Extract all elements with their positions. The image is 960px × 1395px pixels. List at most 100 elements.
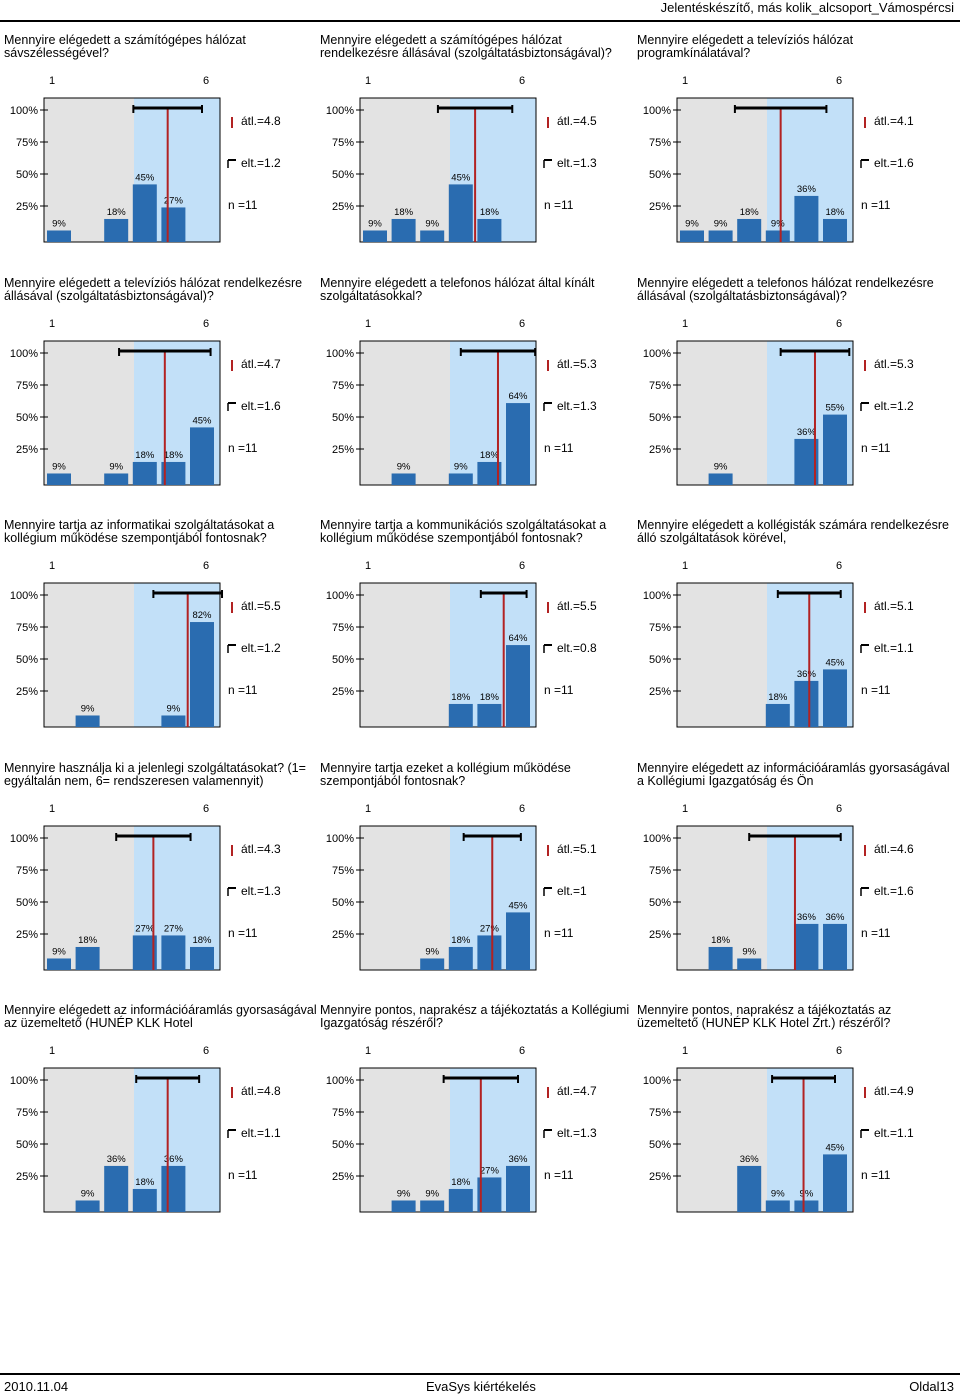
plot-frame	[43, 97, 221, 243]
footer-divider	[0, 1373, 960, 1375]
y-tick-label: 75%	[16, 1107, 38, 1119]
bar-value-label: 18%	[480, 207, 500, 218]
histogram-bar	[391, 473, 416, 485]
y-tick-label: 75%	[649, 380, 671, 392]
bar-value-label: 9%	[52, 461, 66, 472]
y-tick-label: 100%	[10, 105, 38, 117]
bar-value-label: 64%	[508, 391, 528, 402]
chart-block: Mennyire elégedett a televíziós hálózat …	[637, 34, 955, 274]
bar-value-label: 18%	[451, 1177, 471, 1188]
histogram-bar	[391, 1200, 416, 1212]
bar-value-label: 45%	[825, 657, 845, 668]
mean-value: átl.=5.5	[557, 599, 597, 613]
histogram-bar	[794, 195, 819, 242]
histogram-bar	[506, 403, 530, 485]
bar-value-label: 9%	[714, 218, 728, 229]
y-tick-label: 100%	[10, 833, 38, 845]
histogram-bar	[391, 218, 416, 242]
histogram-bar	[506, 912, 530, 970]
mean-value: átl.=4.7	[557, 1084, 597, 1098]
histogram-bar	[161, 207, 186, 242]
histogram-bar	[765, 1200, 790, 1212]
header-divider	[0, 20, 960, 22]
y-tick-label: 75%	[649, 1107, 671, 1119]
histogram-bar	[477, 935, 502, 970]
histogram-chart: 1 6 100% 75% 50% 25% 9% 36% 55% átl.=5.3 elt.=1.2 n…	[643, 318, 914, 486]
plot-frame	[359, 97, 537, 243]
y-tick-label: 25%	[332, 201, 354, 213]
bar-value-label: 27%	[164, 923, 184, 934]
histogram-chart: 1 6 100% 75% 50% 25% 36% 9% 9% 45% átl.=4.9 elt.=1.…	[643, 1045, 914, 1213]
y-tick-label: 100%	[326, 590, 354, 602]
bar-value-label: 18%	[451, 935, 471, 946]
y-tick-label: 75%	[16, 380, 38, 392]
histogram-bar	[477, 461, 502, 485]
bar-value-label: 18%	[164, 450, 184, 461]
histogram-bar	[132, 1188, 157, 1212]
histogram-chart: 1 6 100% 75% 50% 25% 18% 36% 45% átl.=5.1 elt.=1.1…	[643, 560, 914, 728]
histogram-bar	[794, 680, 819, 727]
y-tick-label: 25%	[649, 1171, 671, 1183]
histogram-bar	[823, 1154, 847, 1212]
y-tick-label: 100%	[326, 1075, 354, 1087]
plot-area-left	[677, 583, 767, 727]
scale-label-low: 1	[682, 803, 688, 815]
scale-label-low: 1	[365, 560, 371, 572]
bar-value-label: 45%	[451, 172, 471, 183]
histogram-bar	[823, 414, 847, 485]
histogram-chart: 1 6 100% 75% 50% 25% 9% 9% 18% 64% átl.=5.3 elt.=1.…	[326, 318, 597, 486]
sd-value: elt.=1.2	[241, 641, 281, 655]
mean-value: átl.=5.1	[557, 842, 597, 856]
y-tick-label: 75%	[16, 865, 38, 877]
plot-area-left	[360, 98, 450, 242]
bar-value-label: 45%	[825, 1142, 845, 1153]
question-title: Mennyire elégedett a kollégisták számára…	[637, 518, 949, 545]
histogram-bar	[477, 703, 502, 727]
question-title: Mennyire elégedett a televíziós hálózat …	[637, 33, 854, 60]
bar-value-label: 27%	[135, 923, 155, 934]
respondent-count: n =11	[861, 683, 891, 697]
bar-value-label: 18%	[135, 450, 155, 461]
bar-value-label: 9%	[800, 1188, 814, 1199]
chart-block: Mennyire elégedett a televíziós hálózat …	[4, 277, 322, 517]
y-tick-label: 50%	[16, 654, 38, 666]
chart-block: Mennyire pontos, naprakész a tájékoztatá…	[637, 1004, 955, 1244]
bar-value-label: 9%	[771, 218, 785, 229]
y-tick-label: 50%	[649, 654, 671, 666]
histogram-bar	[477, 218, 502, 242]
mean-value: átl.=4.7	[241, 357, 281, 371]
bar-value-label: 9%	[425, 1188, 439, 1199]
question-title: Mennyire elégedett a számítógépes hálóza…	[4, 33, 246, 60]
histogram-bar	[448, 946, 473, 970]
bar-value-label: 18%	[480, 450, 500, 461]
scale-label-low: 1	[49, 803, 55, 815]
scale-label-high: 6	[836, 318, 842, 330]
question-title: Mennyire elégedett a televíziós hálózat …	[4, 276, 303, 303]
histogram-bar	[506, 1165, 530, 1212]
scale-label-high: 6	[836, 803, 842, 815]
question-title: Mennyire elégedett az információáramlás …	[4, 1003, 317, 1030]
histogram-bar	[75, 946, 100, 970]
question-title: Mennyire elégedett az információáramlás …	[637, 761, 950, 788]
plot-frame	[359, 1067, 537, 1213]
respondent-count: n =11	[861, 198, 891, 212]
histogram-bar	[47, 230, 71, 242]
bar-value-label: 36%	[508, 1154, 528, 1165]
histogram-chart: 1 6 100% 75% 50% 25% 9% 18% 45% 27% átl.=4.8 elt.=1…	[10, 75, 281, 243]
sd-value: elt.=1.1	[874, 1126, 914, 1140]
sd-value: elt.=1.6	[874, 884, 914, 898]
plot-frame	[676, 340, 854, 486]
histogram-bar	[708, 230, 733, 242]
histogram-bar	[104, 1165, 129, 1212]
y-tick-label: 25%	[649, 444, 671, 456]
plot-frame	[676, 825, 854, 971]
bar-value-label: 9%	[425, 218, 439, 229]
bar-value-label: 36%	[797, 184, 817, 195]
histogram-bar	[190, 427, 214, 485]
histogram-bar	[420, 1200, 445, 1212]
sd-value: elt.=1.6	[874, 156, 914, 170]
bar-value-label: 18%	[192, 935, 212, 946]
y-tick-label: 50%	[16, 169, 38, 181]
scale-label-high: 6	[203, 1045, 209, 1057]
